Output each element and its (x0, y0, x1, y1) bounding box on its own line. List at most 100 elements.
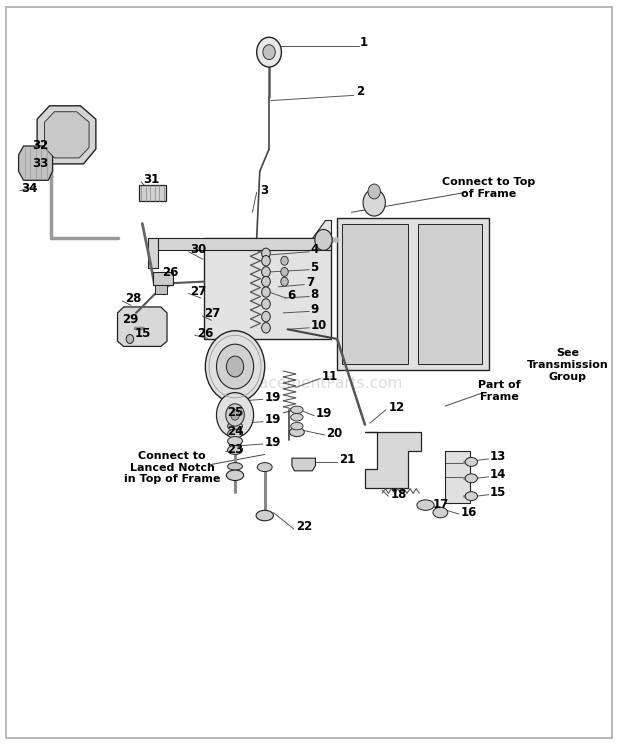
Circle shape (257, 37, 281, 67)
Text: 22: 22 (296, 521, 312, 533)
Text: 29: 29 (123, 314, 139, 326)
Text: 15: 15 (135, 327, 151, 340)
Text: 2: 2 (356, 86, 364, 98)
Text: Connect to
Lanced Notch
in Top of Frame: Connect to Lanced Notch in Top of Frame (124, 451, 220, 484)
Circle shape (262, 267, 270, 277)
Text: See
Transmission
Group: See Transmission Group (527, 349, 609, 381)
Ellipse shape (226, 470, 244, 481)
Ellipse shape (256, 510, 273, 521)
Circle shape (226, 356, 244, 377)
Circle shape (216, 393, 254, 437)
Text: 18: 18 (391, 488, 407, 501)
Text: 19: 19 (265, 436, 281, 448)
Circle shape (262, 287, 270, 297)
Circle shape (281, 277, 288, 286)
Text: 26: 26 (162, 266, 179, 279)
Text: 15: 15 (490, 486, 507, 499)
Text: 21: 21 (339, 454, 355, 466)
Text: 9: 9 (311, 303, 319, 316)
Circle shape (262, 256, 270, 266)
Text: 30: 30 (190, 244, 206, 256)
Text: 14: 14 (490, 469, 507, 481)
Circle shape (226, 404, 244, 426)
Circle shape (126, 335, 133, 343)
Ellipse shape (228, 422, 242, 431)
Circle shape (315, 229, 332, 250)
Circle shape (262, 323, 270, 333)
Ellipse shape (417, 500, 434, 510)
Ellipse shape (228, 429, 242, 438)
Ellipse shape (291, 406, 303, 413)
Text: 34: 34 (22, 183, 38, 195)
Circle shape (262, 248, 270, 259)
Ellipse shape (465, 492, 477, 501)
Ellipse shape (291, 422, 303, 430)
Circle shape (263, 45, 275, 60)
Text: 25: 25 (228, 406, 244, 419)
Polygon shape (445, 451, 470, 503)
Ellipse shape (465, 457, 477, 466)
Text: 28: 28 (125, 293, 141, 305)
Circle shape (262, 299, 270, 309)
Text: 5: 5 (311, 261, 319, 274)
Text: 20: 20 (327, 427, 343, 440)
Text: 12: 12 (389, 402, 405, 414)
Ellipse shape (228, 446, 242, 454)
Polygon shape (139, 185, 166, 201)
Text: 31: 31 (143, 174, 160, 186)
Text: 26: 26 (197, 327, 213, 340)
Text: 16: 16 (461, 506, 477, 519)
Text: 32: 32 (32, 139, 48, 152)
Text: Connect to Top
of Frame: Connect to Top of Frame (442, 177, 535, 198)
Circle shape (231, 410, 239, 420)
Polygon shape (118, 307, 167, 346)
Polygon shape (342, 224, 408, 364)
Text: 24: 24 (228, 425, 244, 438)
Polygon shape (365, 432, 420, 488)
Text: 4: 4 (311, 244, 319, 256)
Circle shape (262, 311, 270, 322)
Text: 3: 3 (260, 184, 268, 197)
Text: 13: 13 (490, 451, 506, 463)
Polygon shape (337, 218, 489, 370)
Text: 1: 1 (360, 37, 368, 49)
Circle shape (205, 331, 265, 402)
Circle shape (281, 256, 288, 265)
Polygon shape (153, 272, 173, 285)
Text: 33: 33 (32, 157, 48, 170)
Polygon shape (37, 106, 96, 164)
Polygon shape (19, 146, 53, 180)
Ellipse shape (433, 507, 448, 518)
Text: 19: 19 (316, 408, 332, 420)
Polygon shape (148, 238, 157, 268)
Text: 7: 7 (306, 276, 314, 289)
Text: eReplacementParts.com: eReplacementParts.com (216, 376, 402, 391)
Text: 23: 23 (228, 443, 244, 456)
Text: 11: 11 (322, 370, 338, 383)
Text: 6: 6 (288, 290, 296, 302)
Text: 10: 10 (311, 320, 327, 332)
Polygon shape (204, 238, 331, 339)
Circle shape (363, 189, 386, 216)
Polygon shape (154, 238, 331, 250)
Text: 17: 17 (433, 498, 450, 511)
Text: 19: 19 (265, 391, 281, 404)
Text: 27: 27 (190, 285, 206, 298)
Polygon shape (417, 224, 482, 364)
Text: Part of
Frame: Part of Frame (479, 381, 521, 402)
Polygon shape (312, 220, 331, 238)
Text: 8: 8 (311, 288, 319, 301)
Ellipse shape (228, 463, 242, 470)
Ellipse shape (290, 428, 304, 437)
Text: 27: 27 (204, 308, 220, 320)
Text: 19: 19 (265, 413, 281, 426)
Polygon shape (154, 285, 167, 294)
Ellipse shape (228, 437, 242, 446)
Circle shape (368, 184, 381, 199)
Ellipse shape (465, 474, 477, 483)
Polygon shape (45, 112, 89, 158)
Ellipse shape (291, 413, 303, 421)
Circle shape (262, 276, 270, 287)
Ellipse shape (257, 463, 272, 472)
Circle shape (216, 344, 254, 389)
